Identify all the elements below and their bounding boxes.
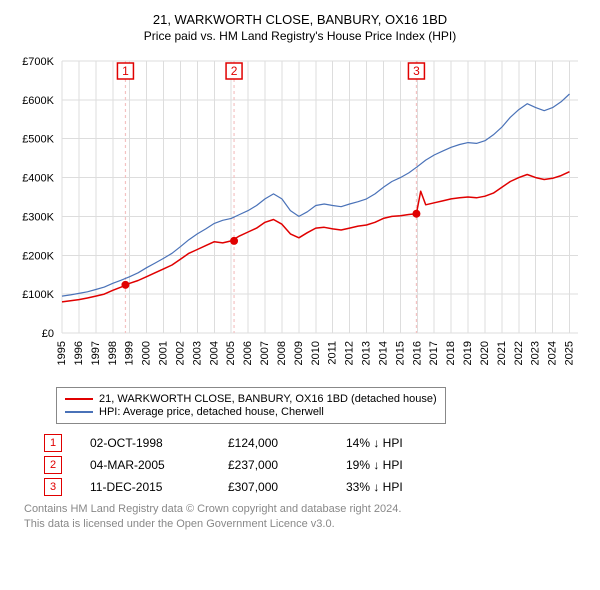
sales-table: 1 02-OCT-1998 £124,000 14% ↓ HPI 2 04-MAR-200…: [44, 434, 590, 496]
x-axis-tick-label: 2003: [191, 341, 203, 365]
x-axis-tick-label: 1999: [124, 341, 136, 365]
x-axis-tick-label: 2004: [208, 341, 220, 365]
x-axis-tick-label: 2008: [276, 341, 288, 365]
legend-item: 21, WARKWORTH CLOSE, BANBURY, OX16 1BD (…: [65, 393, 437, 405]
x-axis-tick-label: 2011: [327, 341, 339, 365]
sale-row: 3 11-DEC-2015 £307,000 33% ↓ HPI: [44, 478, 590, 496]
sale-hpi-delta: 33% ↓ HPI: [346, 480, 403, 494]
x-axis-tick-label: 2019: [462, 341, 474, 365]
y-axis-tick-label: £700K: [22, 56, 54, 68]
legend: 21, WARKWORTH CLOSE, BANBURY, OX16 1BD (…: [56, 387, 446, 424]
x-axis-tick-label: 2000: [141, 341, 153, 365]
sale-row-badge: 2: [44, 456, 62, 474]
x-axis-tick-label: 2007: [259, 341, 271, 365]
sale-price: £237,000: [228, 458, 318, 472]
x-axis-tick-label: 2010: [310, 341, 322, 365]
x-axis-tick-label: 2015: [394, 341, 406, 365]
sale-row-badge: 1: [44, 434, 62, 452]
x-axis-tick-label: 1997: [90, 341, 102, 365]
sale-marker-number: 2: [231, 64, 238, 78]
line-chart-svg: £0 £100K £200K £300K £400K £500K £600K £700K 199…: [10, 51, 590, 381]
x-axis-tick-label: 2005: [225, 341, 237, 365]
chart-title: 21, WARKWORTH CLOSE, BANBURY, OX16 1BD: [10, 12, 590, 27]
sale-marker-dot: [230, 237, 238, 245]
x-axis-tick-label: 2006: [242, 341, 254, 365]
legend-swatch: [65, 398, 93, 400]
chart-subtitle: Price paid vs. HM Land Registry's House …: [10, 29, 590, 43]
sale-hpi-delta: 14% ↓ HPI: [346, 436, 403, 450]
x-axis-tick-label: 2025: [564, 341, 576, 365]
sale-row-badge: 3: [44, 478, 62, 496]
legend-label: HPI: Average price, detached house, Cher…: [99, 406, 324, 418]
legend-item: HPI: Average price, detached house, Cher…: [65, 406, 437, 418]
sale-marker-dot: [121, 281, 129, 289]
x-axis-tick-label: 2013: [361, 341, 373, 365]
x-axis-tick-label: 2024: [547, 341, 559, 365]
x-axis-tick-label: 2021: [496, 341, 508, 365]
y-axis-tick-label: £100K: [22, 289, 54, 301]
y-axis-tick-label: £400K: [22, 173, 54, 185]
x-axis-tick-label: 2018: [445, 341, 457, 365]
x-axis-tick-label: 1995: [56, 341, 68, 365]
x-axis-tick-label: 1996: [73, 341, 85, 365]
sale-row: 1 02-OCT-1998 £124,000 14% ↓ HPI: [44, 434, 590, 452]
x-axis-tick-label: 2012: [344, 341, 356, 365]
sale-price: £124,000: [228, 436, 318, 450]
sale-date: 11-DEC-2015: [90, 480, 200, 494]
sale-hpi-delta: 19% ↓ HPI: [346, 458, 403, 472]
footer-line-1: Contains HM Land Registry data © Crown c…: [24, 502, 590, 517]
y-axis-tick-label: £300K: [22, 211, 54, 223]
sale-marker-dot: [412, 210, 420, 218]
y-axis-tick-label: £0: [42, 328, 54, 340]
x-axis-tick-label: 2002: [174, 341, 186, 365]
x-axis-tick-label: 2023: [530, 341, 542, 365]
sale-date: 04-MAR-2005: [90, 458, 200, 472]
sale-price: £307,000: [228, 480, 318, 494]
attribution-footer: Contains HM Land Registry data © Crown c…: [24, 502, 590, 532]
sale-marker-number: 1: [122, 64, 129, 78]
x-axis-tick-label: 2016: [411, 341, 423, 365]
x-axis-tick-label: 2020: [479, 341, 491, 365]
legend-label: 21, WARKWORTH CLOSE, BANBURY, OX16 1BD (…: [99, 393, 437, 405]
x-axis-tick-label: 2014: [377, 341, 389, 365]
x-axis-tick-label: 2022: [513, 341, 525, 365]
y-axis-tick-label: £500K: [22, 134, 54, 146]
x-axis-tick-label: 2001: [158, 341, 170, 365]
footer-line-2: This data is licensed under the Open Gov…: [24, 517, 590, 532]
legend-swatch: [65, 411, 93, 413]
sale-row: 2 04-MAR-2005 £237,000 19% ↓ HPI: [44, 456, 590, 474]
x-axis-tick-label: 2017: [428, 341, 440, 365]
sale-marker-number: 3: [413, 64, 420, 78]
x-axis-tick-label: 1998: [107, 341, 119, 365]
sale-date: 02-OCT-1998: [90, 436, 200, 450]
x-axis-tick-label: 2009: [293, 341, 305, 365]
y-axis-tick-label: £600K: [22, 95, 54, 107]
y-axis-tick-label: £200K: [22, 250, 54, 262]
chart-area: £0 £100K £200K £300K £400K £500K £600K £700K 199…: [10, 51, 590, 381]
